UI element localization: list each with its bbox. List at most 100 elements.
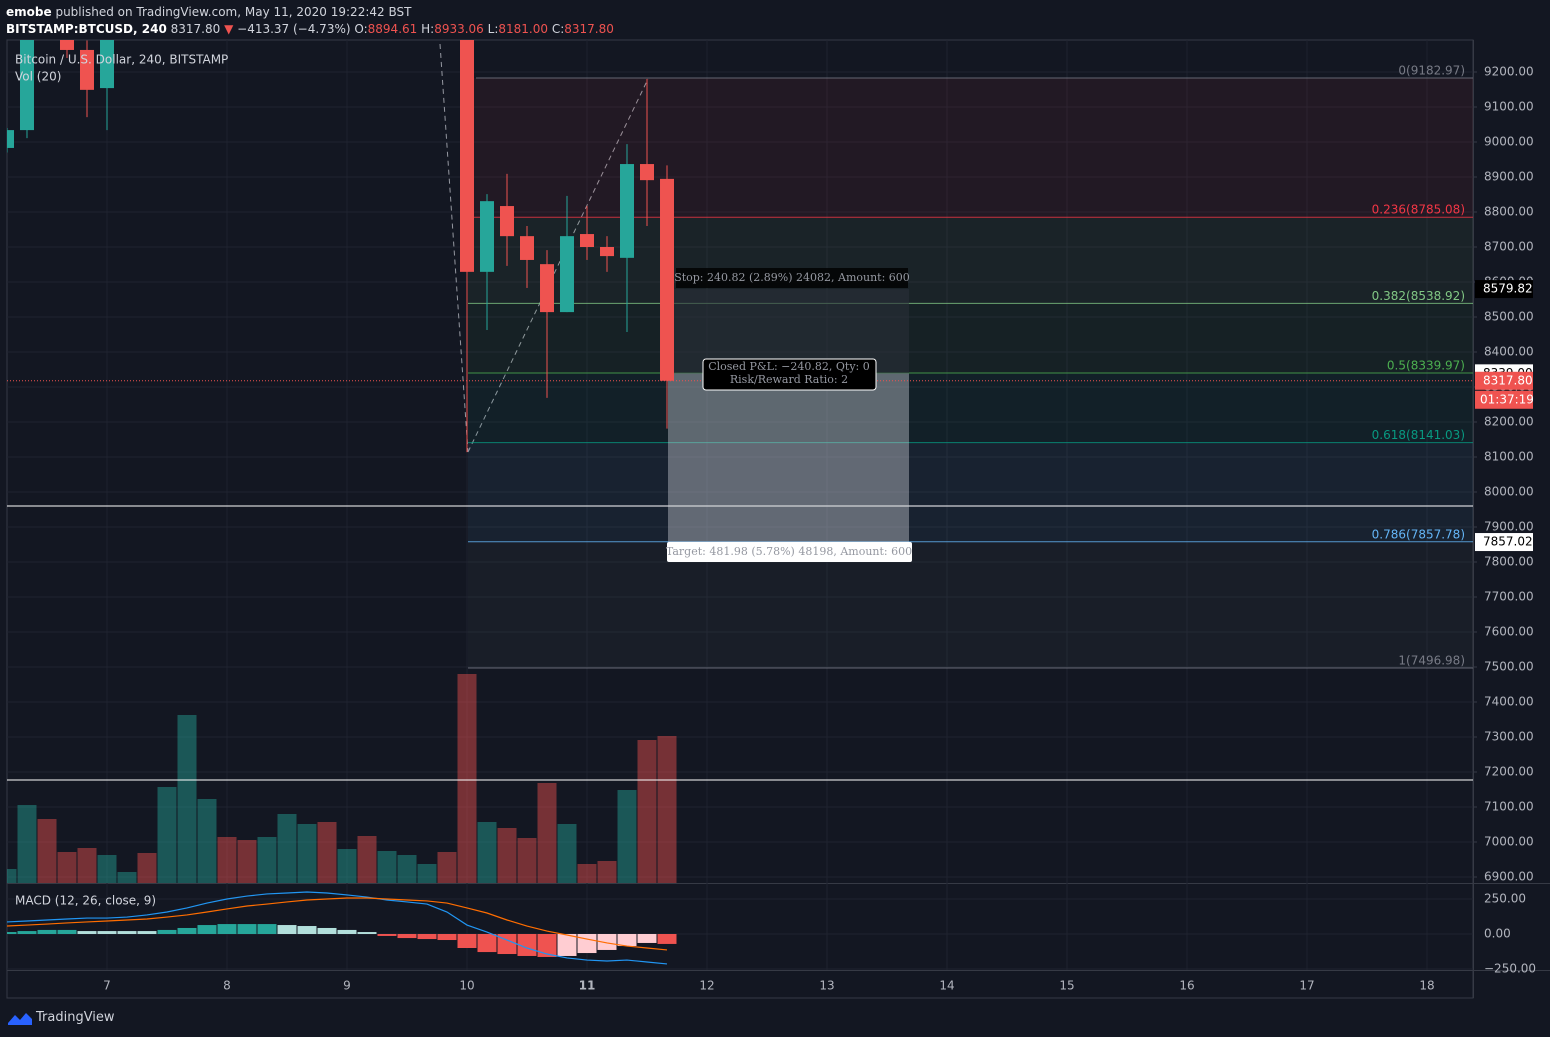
volume-bar — [157, 787, 177, 883]
volume-bar — [437, 852, 457, 883]
x-tick-label: 15 — [1059, 979, 1074, 993]
macd-hist — [117, 931, 137, 935]
x-tick-label: 14 — [939, 979, 954, 993]
y-tick-label: 7200.00 — [1484, 765, 1534, 779]
fib-trend — [467, 78, 649, 453]
logo — [8, 1012, 32, 1025]
y-tick-label: 8100.00 — [1484, 450, 1534, 464]
volume-bar — [637, 740, 657, 883]
fib-label: 1(7496.98) — [1398, 654, 1465, 668]
fib-label: 0(9182.97) — [1398, 63, 1465, 77]
macd-hist — [57, 929, 77, 935]
macd-hist — [37, 929, 57, 935]
volume-bar — [597, 861, 617, 883]
macd-hist — [397, 934, 417, 939]
price-label: 7857.02 — [1483, 535, 1533, 549]
macd-hist — [7, 932, 17, 935]
candle-body — [559, 236, 574, 313]
x-tick-label: 13 — [819, 979, 834, 993]
y-tick-label: 7400.00 — [1484, 695, 1534, 709]
volume-bar — [137, 853, 157, 883]
y-tick-label: 7800.00 — [1484, 555, 1534, 569]
macd-hist — [337, 929, 357, 935]
volume-bar — [417, 864, 437, 883]
candle-body — [60, 40, 75, 50]
macd-hist — [237, 924, 257, 935]
fib-band — [468, 442, 1473, 542]
legend: Vol (20) — [15, 70, 61, 84]
y-tick-label: 7500.00 — [1484, 660, 1534, 674]
y-tick-label: 7600.00 — [1484, 625, 1534, 639]
macd-hist — [217, 924, 237, 935]
macd-line — [7, 891, 668, 965]
candle-body — [600, 247, 615, 257]
macd-hist — [537, 934, 557, 957]
candle-body — [579, 234, 594, 248]
macd-hist — [657, 934, 677, 944]
x-tick-label: 10 — [459, 979, 474, 993]
last: 8317.80 — [170, 22, 221, 36]
countdown-box — [1475, 390, 1533, 409]
y-tick-label: 8700.00 — [1484, 240, 1534, 254]
volume-bar — [97, 855, 117, 883]
volume-bar — [277, 814, 297, 883]
footer: TradingView — [8, 1010, 115, 1025]
macd-hist — [17, 931, 37, 935]
y-tick-label: 8200.00 — [1484, 415, 1534, 429]
publish-line: emobe published on TradingView.com, May … — [6, 4, 614, 21]
pnl-label: Closed P&L: −240.82, Qty: 0 — [708, 360, 870, 373]
stop-label: Stop: 240.82 (2.89%) 24082, Amount: 600 — [674, 271, 910, 284]
macd-hist — [417, 934, 437, 940]
volume-bar — [657, 736, 677, 883]
volume-bar — [357, 836, 377, 883]
y-tick-label: 8000.00 — [1484, 485, 1534, 499]
macd-pane — [7, 891, 677, 965]
candle-body — [99, 40, 114, 89]
macd-hist — [577, 934, 597, 954]
target-zone — [668, 373, 909, 543]
macd-hist — [497, 934, 517, 955]
macd-hist — [557, 934, 577, 956]
volume-bar — [517, 838, 537, 883]
target-label: Target: 481.98 (5.78%) 48198, Amount: 60… — [666, 545, 912, 558]
macd-hist — [257, 924, 277, 935]
change: −413.37 (−4.73%) — [237, 22, 351, 36]
volume-bar — [337, 849, 357, 883]
volume-bar — [17, 805, 37, 883]
volume-bar — [37, 819, 57, 883]
brand: TradingView — [36, 1010, 115, 1025]
candle-body — [519, 236, 534, 260]
stop-label-box — [676, 268, 908, 288]
candle-body — [459, 40, 474, 272]
volume-bar — [257, 837, 277, 883]
candle-body — [79, 49, 94, 90]
macd-hist — [157, 929, 177, 935]
volume-bar — [7, 869, 17, 883]
fib-band — [468, 303, 1473, 374]
y-tick-label: 8800.00 — [1484, 205, 1534, 219]
target-label-box — [667, 542, 912, 562]
x-tick-label: 16 — [1179, 979, 1194, 993]
fib-band — [468, 77, 1473, 218]
y-tick-label: −250.00 — [1484, 962, 1536, 976]
y-tick-label: 9100.00 — [1484, 100, 1534, 114]
x-tick-label: 8 — [223, 979, 231, 993]
macd-hist — [317, 927, 337, 935]
fib-label: 0.786(7857.78) — [1372, 527, 1465, 541]
y-tick-label: 9000.00 — [1484, 135, 1534, 149]
price-label-box — [1475, 371, 1533, 390]
volume-bar — [577, 864, 597, 883]
volume-bar — [177, 715, 197, 883]
y-tick-label: 7100.00 — [1484, 800, 1534, 814]
macd-line — [7, 897, 668, 951]
macd-hist — [517, 934, 537, 956]
macd-hist — [97, 931, 117, 935]
macd-hist — [77, 931, 97, 935]
y-tick-label: 7000.00 — [1484, 835, 1534, 849]
y-tick-label: 9200.00 — [1484, 65, 1534, 79]
volume-bar — [557, 824, 577, 883]
macd-hist — [197, 925, 217, 935]
user: emobe — [6, 5, 52, 19]
